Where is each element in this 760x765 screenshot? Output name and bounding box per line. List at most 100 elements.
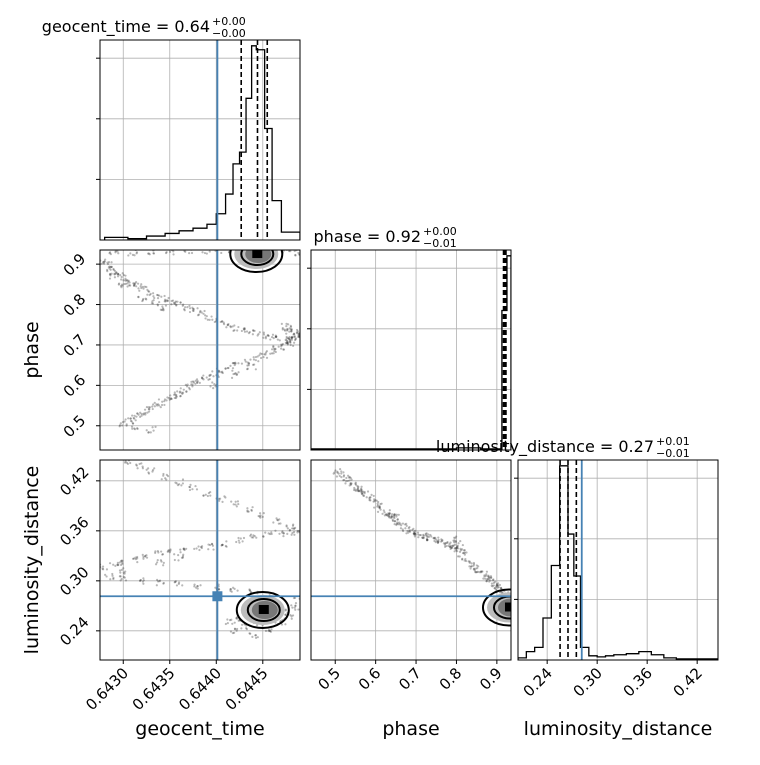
sample-point (490, 582, 494, 585)
sample-point (191, 383, 194, 386)
sample-point (153, 405, 156, 408)
sample-point (288, 327, 291, 330)
sample-point (290, 533, 293, 536)
sample-point (174, 580, 177, 583)
sample-point (233, 631, 236, 634)
sample-point (128, 284, 131, 287)
sample-point (436, 541, 440, 544)
sample-point (220, 371, 223, 374)
sample-point (237, 619, 240, 622)
sample-point (209, 373, 212, 376)
sample-point (489, 576, 493, 579)
sample-point (449, 545, 452, 549)
sample-point (104, 573, 107, 576)
sample-point (129, 461, 132, 465)
sample-point (272, 345, 275, 349)
sample-point (408, 530, 412, 533)
sample-point (376, 502, 379, 505)
sample-point (121, 559, 124, 562)
sample-point (132, 557, 136, 560)
sample-point (112, 268, 115, 271)
sample-point (469, 565, 473, 568)
sample-point (236, 500, 240, 503)
sample-point (354, 483, 358, 486)
sample-point (346, 474, 350, 477)
sample-point (426, 539, 429, 542)
sample-point (114, 251, 117, 254)
sample-point (381, 512, 384, 515)
sample-point (182, 553, 185, 556)
sample-point (169, 548, 172, 551)
sample-point (220, 251, 223, 255)
sample-point (163, 403, 166, 407)
sample-point (136, 555, 139, 559)
sample-point (199, 545, 203, 549)
sample-point (497, 586, 500, 589)
sample-point (223, 495, 226, 498)
sample-point (143, 285, 146, 288)
sample-point (136, 412, 139, 415)
sample-point (118, 424, 122, 427)
sample-point (455, 546, 458, 549)
sample-point (269, 338, 272, 341)
sample-point (373, 500, 376, 503)
sample-point (248, 589, 251, 592)
sample-point (378, 505, 381, 508)
title-plus: +0.00 (212, 15, 246, 28)
sample-point (117, 273, 120, 276)
sample-point (441, 539, 444, 542)
sample-point (484, 574, 488, 577)
sample-point (490, 576, 493, 579)
sample-point (236, 589, 239, 592)
sample-point (411, 528, 414, 532)
sample-point (132, 416, 135, 420)
sample-point (233, 324, 236, 327)
sample-point (176, 300, 179, 303)
sample-point (222, 321, 225, 324)
sample-point (237, 371, 240, 374)
sample-point (158, 300, 161, 304)
sample-point (414, 533, 417, 536)
sample-point (477, 565, 480, 568)
sample-point (287, 337, 291, 340)
sample-point (226, 618, 229, 621)
sample-point (186, 383, 189, 386)
sample-point (360, 488, 363, 491)
x-tick-label: 0.6 (355, 664, 385, 694)
sample-point (449, 541, 452, 544)
contour-inner (246, 598, 281, 622)
sample-point (244, 360, 247, 363)
sample-point (212, 548, 215, 551)
sample-point (165, 399, 168, 402)
histogram-phase (311, 255, 511, 450)
sample-point (461, 551, 465, 555)
sample-point (136, 557, 139, 560)
sample-point (448, 545, 451, 548)
sample-point (450, 546, 454, 549)
sample-point (274, 335, 278, 338)
sample-point (339, 468, 342, 471)
y-axis-label: phase (21, 321, 43, 378)
sample-point (140, 283, 143, 286)
sample-point (368, 496, 371, 499)
sample-point (120, 560, 123, 563)
sample-point (234, 361, 237, 364)
sample-point (210, 315, 213, 318)
sample-point (294, 253, 297, 257)
sample-point (257, 360, 260, 363)
sample-point (232, 372, 235, 376)
sample-point (340, 470, 343, 473)
sample-point (211, 318, 214, 321)
sample-point (147, 431, 150, 434)
sample-point (254, 368, 257, 371)
sample-point (425, 538, 429, 542)
sample-point (137, 296, 140, 299)
sample-point (137, 287, 140, 290)
sample-point (348, 484, 351, 487)
sample-point (128, 281, 131, 284)
sample-point (181, 304, 184, 307)
sample-point (152, 299, 155, 302)
sample-point (270, 348, 274, 351)
sample-point (202, 494, 205, 497)
sample-point (474, 571, 478, 574)
